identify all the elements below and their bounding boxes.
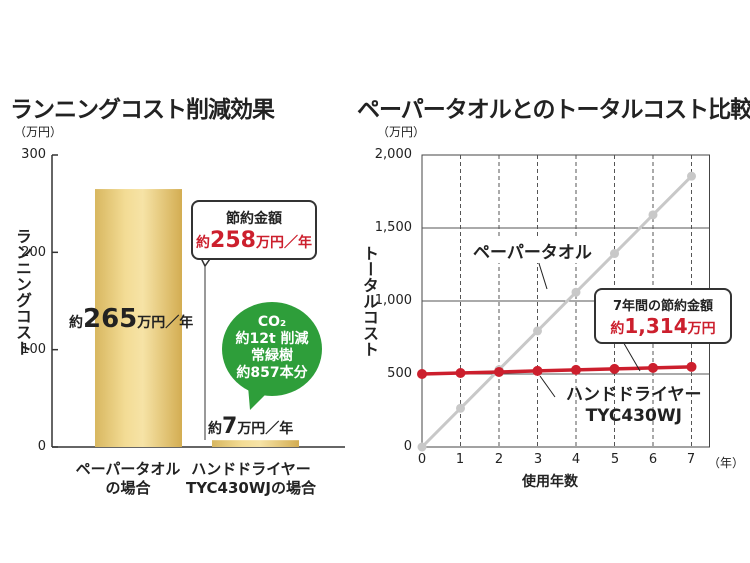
leader-line-savings [621, 339, 641, 372]
left-y-unit: （万円） [14, 125, 63, 139]
series-line-paper-towel [420, 175, 693, 449]
savings-callout-left: 節約金額 約258万円／年 [191, 200, 317, 260]
right-x-tick-label: 7 [686, 452, 696, 467]
data-point-hand-dryer [417, 369, 427, 379]
category-label-dryer: ハンドドライヤー TYC430WJの場合 [185, 460, 316, 497]
series-label-hand-dryer: ハンドドライヤー TYC430WJ [566, 385, 702, 426]
left-y-tick-label: 0 [37, 439, 46, 454]
right-x-tick-label: 1 [455, 452, 465, 467]
data-point-hand-dryer [455, 367, 466, 378]
category-label-paper: ペーパータオル の場合 [75, 460, 181, 497]
left-y-tick-label: 300 [21, 147, 46, 162]
data-point-hand-dryer [532, 365, 543, 376]
left-bar-chart [51, 154, 345, 448]
co2-bubble [222, 302, 322, 396]
right-y-tick-label: 1,000 [374, 293, 412, 308]
series-label-paper-towel: ペーパータオル [470, 238, 595, 263]
right-x-tick-label: 2 [494, 452, 504, 467]
data-point-hand-dryer [609, 363, 620, 374]
right-y-tick-label: 1,500 [374, 220, 412, 235]
data-point-paper-towel [533, 326, 542, 336]
left-y-tick-label: 100 [21, 342, 46, 357]
right-y-axis-label: トータルコスト [360, 245, 379, 357]
data-point-hand-dryer [494, 366, 504, 377]
right-x-tick-label: 3 [533, 452, 543, 467]
data-point-hand-dryer [571, 364, 581, 375]
data-point-paper-towel [610, 249, 619, 259]
series-line-hand-dryer [421, 365, 692, 376]
right-x-tick-label: 5 [610, 452, 620, 467]
savings-callout-right: 7年間の節約金額 約1,314万円 [594, 288, 732, 344]
right-y-tick-label: 0 [403, 439, 412, 454]
data-point-paper-towel [571, 287, 581, 297]
left-chart-title: ランニングコスト削減効果 [10, 97, 275, 123]
left-y-tick-label: 200 [21, 245, 46, 260]
right-y-tick-label: 2,000 [374, 147, 412, 162]
data-point-paper-towel [456, 403, 465, 413]
bar-value-label-paper: 約265万円／年 [69, 304, 194, 334]
right-x-tick-label: 6 [648, 452, 658, 467]
co2-bubble-tail [248, 386, 268, 410]
right-y-unit: （万円） [377, 125, 426, 139]
co2-bubble-text: CO₂ 約12t 削減 常緑樹 約857本分 [235, 314, 309, 381]
data-point-paper-towel [687, 171, 696, 181]
data-point-hand-dryer [686, 361, 697, 372]
bar [212, 440, 299, 447]
right-line-chart [417, 154, 710, 452]
data-point-paper-towel [417, 442, 427, 452]
right-x-axis-label: 使用年数 [522, 474, 578, 490]
right-chart-title: ペーパータオルとのトータルコスト比較 [357, 97, 750, 123]
leader-line-hand-dryer [539, 375, 556, 398]
right-x-tick-label: 0 [417, 452, 427, 467]
data-point-paper-towel [648, 210, 658, 220]
left-y-axis-label: ランニングコスト [13, 228, 32, 356]
right-x-tick-label: 4 [571, 452, 581, 467]
bar-value-label-dryer: 約7万円／年 [208, 414, 294, 439]
bar [95, 189, 182, 448]
right-y-tick-label: 500 [387, 366, 412, 381]
right-x-unit: （年） [708, 456, 745, 470]
data-point-hand-dryer [648, 362, 658, 373]
